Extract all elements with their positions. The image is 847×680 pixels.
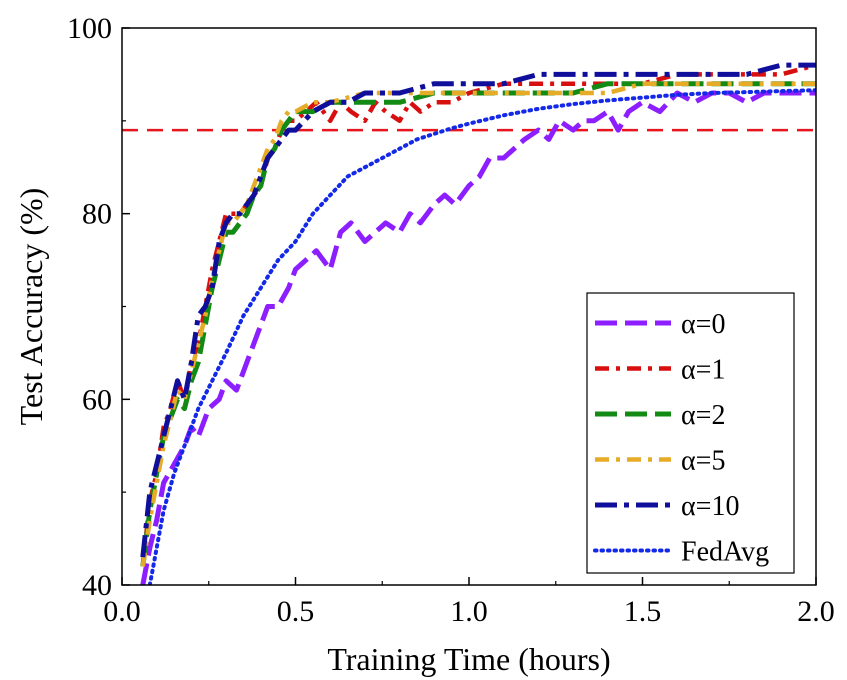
x-axis-title: Training Time (hours) [327,641,610,677]
y-tick-label: 80 [82,198,112,231]
series-line-alpha-2 [140,81,816,567]
y-tick-label: 60 [82,383,112,416]
legend-label: FedAvg [681,537,769,568]
x-tick-label: 1.0 [450,595,488,628]
x-tick-label: 0.5 [277,595,315,628]
series-line-alpha-10 [140,62,816,558]
legend-label: α=2 [681,400,725,431]
series-line-alpha-0 [140,90,816,585]
legend: α=0 α=1 α=2 α=5 α=10 FedAvg [586,292,795,574]
legend-label: α=5 [681,446,725,477]
y-tick-label: 100 [67,12,112,45]
series-line-fedavg [147,88,816,585]
legend-label: α=1 [681,355,725,386]
x-tick-label: 0.0 [103,595,141,628]
y-tick-label: 40 [82,569,112,602]
plot-area [122,62,816,585]
x-tick-label: 2.0 [797,595,835,628]
legend-label: α=0 [681,309,725,340]
x-tick-label: 1.5 [624,595,662,628]
legend-box [586,292,795,574]
series-line-alpha-1 [140,62,816,567]
y-axis-title: Test Accuracy (%) [13,188,49,426]
axes: 0.0 0.5 1.0 1.5 2.0 40 60 80 100 [67,12,835,628]
legend-label: α=10 [681,491,739,522]
